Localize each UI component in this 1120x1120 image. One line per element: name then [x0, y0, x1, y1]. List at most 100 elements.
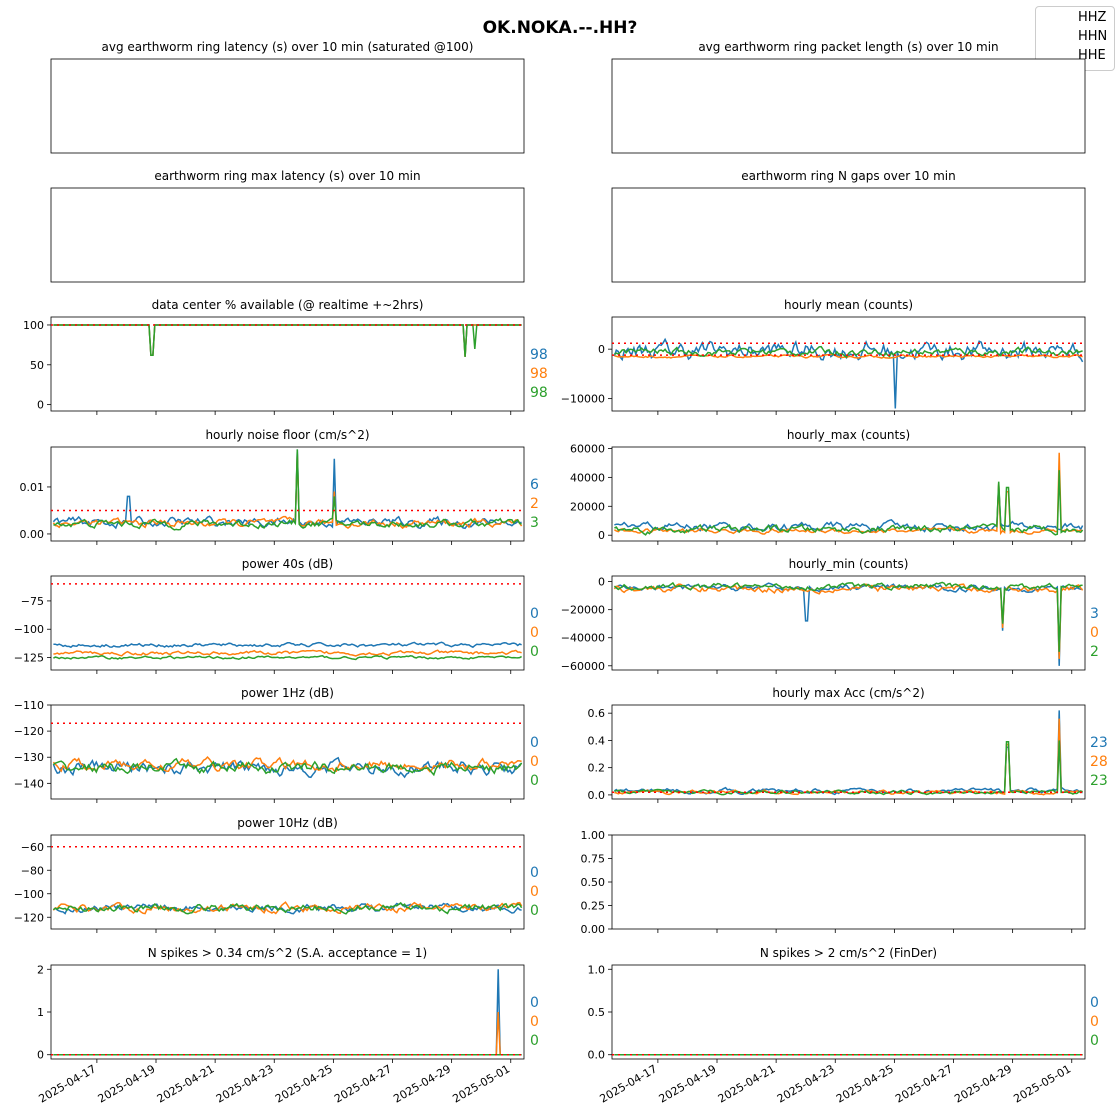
panel-8-ytick-label-4: 60000 — [570, 442, 605, 455]
panel-13-side-value-hhe: 0 — [530, 903, 539, 919]
panel-13-ytick-label-3: −80 — [21, 864, 44, 877]
panel-4-frame — [611, 187, 1086, 283]
panel-13-series-hhe — [52, 901, 523, 915]
panel-13-title: power 10Hz (dB) — [237, 816, 338, 830]
panel-13-side-value-hhz: 0 — [530, 865, 539, 881]
panel-7-frame — [50, 446, 525, 542]
panel-11-side-value-hhe: 0 — [530, 773, 539, 789]
panel-13-ytick-label-1: −120 — [14, 911, 44, 924]
panel-8-series-hhn — [614, 452, 1083, 536]
panel-3-title: earthworm ring max latency (s) over 10 m… — [154, 169, 420, 183]
panel-9-side-value-hhe: 0 — [530, 644, 539, 660]
panel-9-ytick-label-2: −100 — [14, 623, 44, 636]
panel-14-frame — [611, 834, 1086, 930]
panel-16-ytick-label-1: 0.0 — [588, 1049, 606, 1062]
panel-3-frame — [50, 187, 525, 283]
panel-7-ytick-label-2: 0.01 — [20, 481, 45, 494]
panel-9-series-hhz — [53, 641, 522, 649]
panel-9-series-hhe — [53, 655, 522, 661]
panel-15-side-value-hhz: 0 — [530, 995, 539, 1011]
x-tick-label-col2-7: 2025-04-29 — [952, 1062, 1014, 1105]
x-tick-label-col2-5: 2025-04-25 — [834, 1062, 896, 1105]
panel-2-frame — [611, 58, 1086, 154]
x-tick-label-col1-6: 2025-04-27 — [332, 1062, 394, 1105]
x-tick-label-col1-8: 2025-05-01 — [450, 1062, 512, 1105]
panel-8-series-hhe — [614, 470, 1084, 536]
panel-6-title: hourly mean (counts) — [784, 298, 913, 312]
panel-10-frame — [611, 575, 1086, 671]
panel-16-ytick-label-3: 1.0 — [588, 963, 606, 976]
panel-15-frame — [50, 964, 525, 1060]
panel-16-title: N spikes > 2 cm/s^2 (FinDer) — [760, 946, 937, 960]
panel-9-side-value-hhn: 0 — [530, 625, 539, 641]
panel-5-title: data center % available (@ realtime +~2h… — [152, 298, 424, 312]
panel-9-title: power 40s (dB) — [242, 557, 333, 571]
figure-title: OK.NOKA.--.HH? — [482, 18, 638, 38]
panel-13-side-value-hhn: 0 — [530, 884, 539, 900]
panel-7-side-value-hhe: 3 — [530, 515, 539, 531]
panel-10-side-value-hhn: 0 — [1090, 625, 1099, 641]
panel-15-side-value-hhe: 0 — [530, 1033, 539, 1049]
panel-12-ytick-label-2: 0.2 — [588, 762, 606, 775]
panel-2-title: avg earthworm ring packet length (s) ove… — [698, 40, 998, 54]
panel-11-series-hhe — [52, 757, 523, 777]
panel-10-series-hhe — [613, 581, 1083, 652]
panel-16-side-value-hhe: 0 — [1090, 1033, 1099, 1049]
panel-16-side-value-hhn: 0 — [1090, 1014, 1099, 1030]
x-tick-label-col2-4: 2025-04-23 — [775, 1062, 837, 1105]
panel-4-title: earthworm ring N gaps over 10 min — [741, 169, 955, 183]
panel-6-ytick-label-2: 0 — [598, 343, 605, 356]
panel-12-side-value-hhn: 28 — [1090, 754, 1108, 770]
panel-8-ytick-label-2: 20000 — [570, 500, 605, 513]
x-tick-label-col2-3: 2025-04-21 — [716, 1062, 778, 1105]
x-tick-label-col1-4: 2025-04-23 — [214, 1062, 276, 1105]
panel-9-frame — [50, 575, 525, 671]
panel-5-frame — [50, 316, 525, 412]
panel-12-ytick-label-3: 0.4 — [588, 734, 606, 747]
panel-5-side-value-hhe: 98 — [530, 385, 548, 401]
panel-10-side-value-hhe: 2 — [1090, 644, 1099, 660]
panel-12-ytick-label-4: 0.6 — [588, 707, 606, 720]
x-tick-label-col1-5: 2025-04-25 — [273, 1062, 335, 1105]
panel-7-series-hhe — [53, 449, 522, 531]
panel-15-side-value-hhn: 0 — [530, 1014, 539, 1030]
x-tick-label-col2-8: 2025-05-01 — [1011, 1062, 1073, 1105]
panel-1-title: avg earthworm ring latency (s) over 10 m… — [102, 40, 474, 54]
panel-7-side-value-hhz: 6 — [530, 477, 539, 493]
panel-11-series-hhz — [52, 756, 523, 779]
panel-15-ytick-label-2: 1 — [37, 1006, 44, 1019]
panel-8-ytick-label-3: 40000 — [570, 471, 605, 484]
panel-10-title: hourly_min (counts) — [789, 557, 909, 571]
panel-6-series-hhe — [614, 345, 1083, 359]
panel-11-title: power 1Hz (dB) — [241, 686, 334, 700]
panel-6-frame — [611, 316, 1086, 412]
panel-10-ytick-label-1: −60000 — [561, 660, 605, 673]
panel-13-series-hhn — [52, 901, 523, 915]
panel-10-ytick-label-4: 0 — [598, 576, 605, 589]
panel-12-series-hhe — [614, 740, 1083, 796]
panel-5-side-value-hhn: 98 — [530, 366, 548, 382]
panel-11-side-value-hhz: 0 — [530, 735, 539, 751]
panel-5-series-hhe — [53, 324, 522, 357]
panel-16-frame — [611, 964, 1086, 1060]
panel-16-ytick-label-2: 0.5 — [588, 1006, 606, 1019]
panel-5-ytick-label-1: 0 — [37, 399, 44, 412]
panel-12-side-value-hhe: 23 — [1090, 773, 1108, 789]
panel-9-series-hhn — [53, 649, 522, 657]
x-tick-label-col1-7: 2025-04-29 — [391, 1062, 453, 1105]
panel-12-ytick-label-1: 0.0 — [588, 789, 606, 802]
panel-1-frame — [50, 58, 525, 154]
x-tick-label-col1-2: 2025-04-19 — [96, 1062, 158, 1105]
panel-15-title: N spikes > 0.34 cm/s^2 (S.A. acceptance … — [148, 946, 427, 960]
legend-entry-hhz: HHZ — [1078, 10, 1107, 25]
panel-15-ytick-label-1: 0 — [37, 1049, 44, 1062]
panel-13-ytick-label-4: −60 — [21, 841, 44, 854]
panel-9-ytick-label-3: −75 — [21, 595, 44, 608]
x-tick-label-col1-3: 2025-04-21 — [155, 1062, 217, 1105]
panel-11-ytick-label-2: −130 — [14, 751, 44, 764]
panel-11-ytick-label-1: −140 — [14, 777, 44, 790]
panel-8-ytick-label-1: 0 — [598, 529, 605, 542]
panel-14-ytick-label-1: 0.00 — [581, 923, 606, 936]
panel-5-side-value-hhz: 98 — [530, 347, 548, 363]
